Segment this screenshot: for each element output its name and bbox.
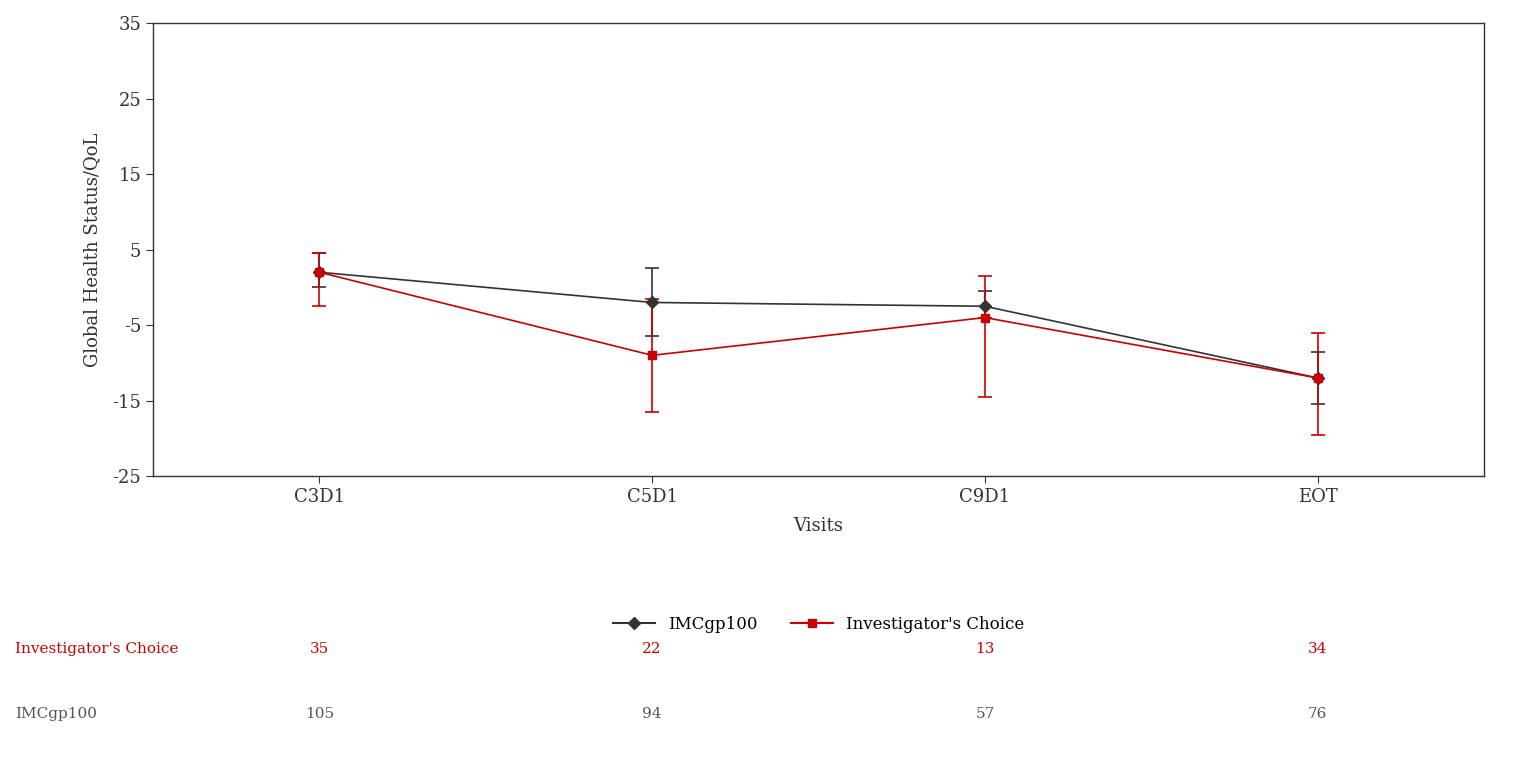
Text: 22: 22 <box>643 642 662 656</box>
Text: Investigator's Choice: Investigator's Choice <box>15 642 179 656</box>
Text: 94: 94 <box>643 707 662 721</box>
X-axis label: Visits: Visits <box>794 517 843 535</box>
Text: 57: 57 <box>975 707 994 721</box>
Text: 105: 105 <box>304 707 334 721</box>
Text: 76: 76 <box>1308 707 1328 721</box>
Text: 13: 13 <box>975 642 994 656</box>
Legend: IMCgp100, Investigator's Choice: IMCgp100, Investigator's Choice <box>606 610 1031 640</box>
Text: 34: 34 <box>1308 642 1328 656</box>
Text: 35: 35 <box>309 642 329 656</box>
Text: IMCgp100: IMCgp100 <box>15 707 98 721</box>
Y-axis label: Global Health Status/QoL: Global Health Status/QoL <box>83 132 101 367</box>
